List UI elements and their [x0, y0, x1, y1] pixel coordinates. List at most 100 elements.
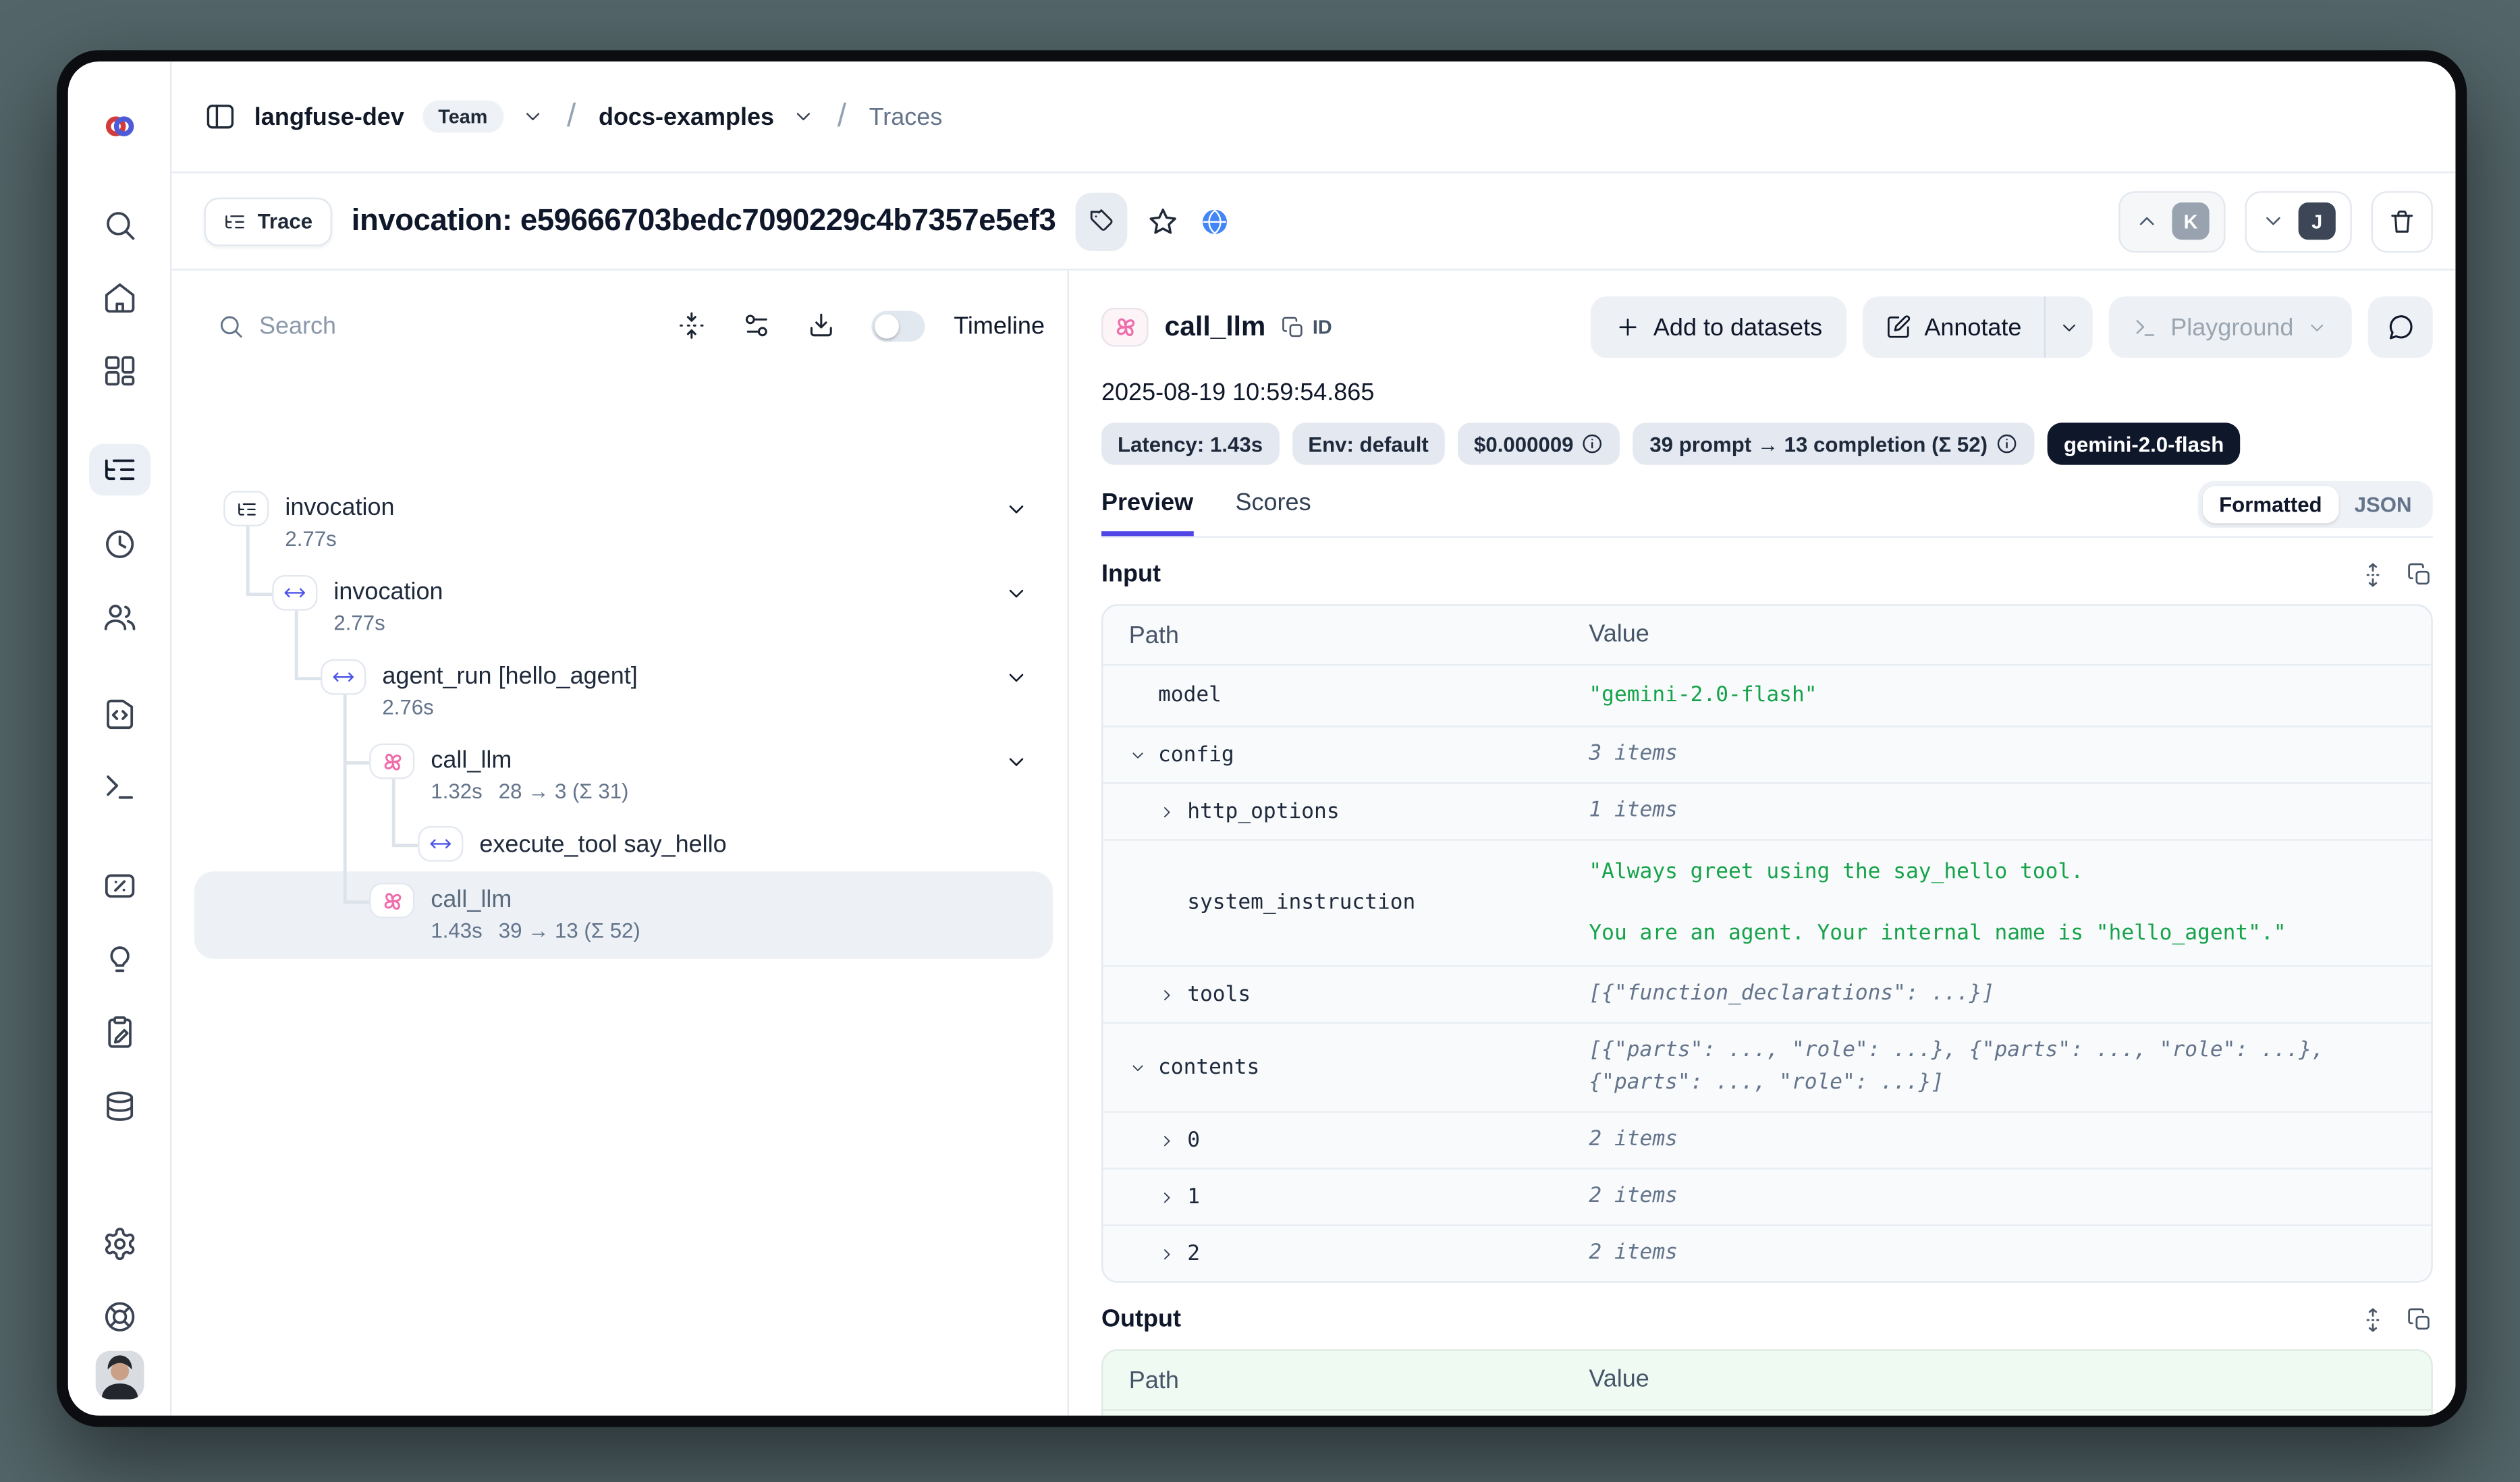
public-globe-button[interactable]	[1199, 205, 1231, 238]
chevron-right-icon[interactable]	[1158, 1188, 1176, 1205]
chevron-down-icon[interactable]	[792, 105, 815, 128]
path-system-instruction: system_instruction	[1187, 891, 1416, 915]
annotation-clipboard-icon[interactable]	[101, 1014, 137, 1049]
format-json[interactable]: JSON	[2354, 492, 2412, 517]
support-lifebuoy-icon[interactable]	[101, 1299, 137, 1335]
annotate-dropdown-button[interactable]	[2044, 296, 2093, 358]
expand-vertical-icon[interactable]	[2360, 561, 2386, 587]
add-to-datasets-button[interactable]: Add to datasets	[1590, 296, 1847, 358]
path-contents: contents	[1158, 1055, 1260, 1080]
search-icon[interactable]	[101, 207, 137, 243]
chevron-down-icon[interactable]	[1129, 746, 1147, 763]
generation-icon	[1101, 308, 1149, 347]
span-label: call_llm	[431, 885, 512, 914]
output-section-header: Output	[1101, 1305, 2433, 1333]
format-formatted[interactable]: Formatted	[2203, 486, 2338, 524]
chevron-down-icon	[2266, 217, 2280, 225]
next-trace-button[interactable]: J	[2245, 190, 2352, 252]
sidebar-toggle-icon[interactable]	[204, 101, 236, 133]
tree-search-input[interactable]	[259, 312, 642, 339]
span-label: invocation	[333, 578, 443, 606]
annotate-button[interactable]: Annotate	[1863, 296, 2044, 358]
breadcrumb-project[interactable]: docs-examples	[598, 103, 775, 131]
tab-scores[interactable]: Scores	[1235, 489, 1311, 517]
span-icon	[418, 826, 464, 862]
trace-title: invocation: e59666703bedc7090229c4b7357e…	[351, 203, 1056, 238]
chevron-right-icon[interactable]	[1158, 1131, 1176, 1149]
span-duration: 1.32s	[431, 779, 483, 804]
timeline-label: Timeline	[954, 312, 1045, 339]
tokens-badge[interactable]: 39 prompt → 13 completion (Σ 52)	[1633, 422, 2035, 465]
copy-icon[interactable]	[2407, 561, 2432, 587]
chevron-down-icon[interactable]	[1004, 750, 1029, 774]
delete-trace-button[interactable]	[2371, 190, 2433, 252]
tree-row[interactable]: execute_tool say_hello	[418, 826, 727, 862]
tokens-label: 39 prompt → 13 completion (Σ 52)	[1649, 431, 1988, 456]
path-config: config	[1158, 742, 1234, 767]
path-item-2: 2	[1187, 1241, 1200, 1266]
value-item-1: 2 items	[1589, 1184, 1678, 1209]
sessions-clock-icon[interactable]	[101, 526, 137, 562]
trace-tree-panel: Timeline invocation 2.77s	[171, 270, 1070, 1416]
table-row: system_instruction "Always greet using t…	[1103, 839, 2432, 965]
collapse-all-icon[interactable]	[677, 311, 706, 340]
dashboard-icon[interactable]	[101, 353, 137, 389]
copy-id-button[interactable]: ID	[1282, 315, 1332, 339]
previous-trace-button[interactable]: K	[2118, 190, 2226, 252]
span-tree: invocation 2.77s invocation 2.77s agent_…	[171, 368, 1067, 1416]
org-type-badge: Team	[422, 100, 504, 133]
value-item-2: 2 items	[1589, 1240, 1678, 1265]
observation-title: call_llm	[1164, 310, 1266, 342]
breadcrumb-section[interactable]: Traces	[869, 103, 943, 131]
tree-row[interactable]: invocation 2.77s	[272, 575, 443, 638]
table-row: 2 2 items	[1103, 1224, 2432, 1281]
copy-icon	[1283, 316, 1303, 337]
expand-vertical-icon[interactable]	[2360, 1307, 2386, 1332]
chevron-down-icon[interactable]	[1004, 665, 1029, 690]
breadcrumb-separator: /	[567, 98, 576, 134]
tree-row[interactable]: agent_run [hello_agent] 2.76s	[321, 659, 638, 723]
tree-row[interactable]: call_llm 1.32s 28 → 3 (Σ 31)	[369, 743, 629, 807]
settings-gear-icon[interactable]	[101, 1226, 137, 1262]
users-icon[interactable]	[101, 599, 137, 635]
insights-lightbulb-icon[interactable]	[101, 941, 137, 977]
chevron-right-icon[interactable]	[1158, 802, 1176, 820]
evaluation-percent-icon[interactable]	[101, 868, 137, 904]
chevron-down-icon[interactable]	[522, 105, 545, 128]
value-http-options: 1 items	[1589, 798, 1678, 823]
chevron-right-icon[interactable]	[1158, 1244, 1176, 1262]
prompts-file-code-icon[interactable]	[101, 696, 137, 732]
chevron-down-icon[interactable]	[1004, 497, 1029, 522]
path-item-0: 0	[1187, 1128, 1200, 1153]
trace-header: Trace invocation: e59666703bedc7090229c4…	[171, 173, 2456, 271]
playground-terminal-icon[interactable]	[101, 769, 137, 805]
tag-button[interactable]	[1075, 192, 1127, 250]
chevron-right-icon[interactable]	[1158, 985, 1176, 1003]
observation-timestamp: 2025-08-19 10:59:54.865	[1101, 379, 1375, 407]
cost-badge[interactable]: $0.000009	[1458, 422, 1621, 465]
playground-label: Playground	[2170, 313, 2294, 341]
download-icon[interactable]	[806, 311, 836, 340]
tab-preview[interactable]: Preview	[1101, 489, 1194, 537]
comments-button[interactable]	[2367, 296, 2433, 358]
app-window: langfuse-dev Team / docs-examples / Trac…	[57, 50, 2467, 1427]
copy-icon[interactable]	[2407, 1307, 2432, 1332]
tree-row[interactable]: invocation 2.77s	[223, 491, 395, 554]
span-duration: 2.76s	[382, 694, 434, 719]
datasets-database-icon[interactable]	[101, 1089, 137, 1124]
span-tokens: 28 → 3 (Σ 31)	[498, 779, 629, 804]
tree-settings-icon[interactable]	[742, 311, 771, 340]
tree-row-selected[interactable]: call_llm 1.43s 39 → 13 (Σ 52)	[369, 883, 640, 946]
user-avatar[interactable]	[94, 1350, 144, 1400]
pen-square-icon	[1888, 315, 1911, 338]
breadcrumb-org[interactable]: langfuse-dev	[254, 103, 404, 131]
star-button[interactable]	[1147, 205, 1179, 238]
chevron-down-icon[interactable]	[1129, 1058, 1147, 1076]
timeline-toggle[interactable]	[871, 310, 925, 341]
sidebar-item-tracing[interactable]	[88, 443, 150, 496]
model-badge[interactable]: gemini-2.0-flash	[2047, 422, 2241, 465]
playground-button[interactable]: Playground	[2109, 296, 2352, 358]
latency-badge: Latency: 1.43s	[1101, 422, 1280, 465]
home-icon[interactable]	[101, 280, 137, 316]
chevron-down-icon[interactable]	[1004, 582, 1029, 606]
